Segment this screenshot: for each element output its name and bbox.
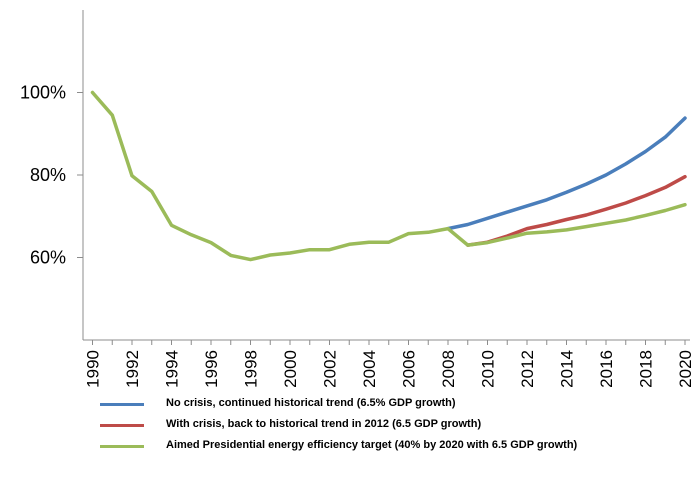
legend-label-no-crisis: No crisis, continued historical trend (6… <box>166 397 456 409</box>
legend-swatch-no-crisis <box>100 403 144 406</box>
x-tick-label: 2014 <box>558 350 577 388</box>
legend-label-presidential-target: Aimed Presidential energy efficiency tar… <box>166 439 578 451</box>
x-tick-label: 2006 <box>400 350 419 388</box>
x-tick-label: 2004 <box>360 350 379 388</box>
x-tick-label: 1996 <box>202 350 221 388</box>
x-tick-label: 2008 <box>439 350 458 388</box>
legend-label-with-crisis: With crisis, back to historical trend in… <box>166 418 482 430</box>
y-axis-ticks: 60% 80% 100% <box>20 83 83 268</box>
chart-series <box>90 90 687 262</box>
legend-swatch-with-crisis <box>100 424 144 427</box>
y-tick-label: 80% <box>30 165 66 185</box>
x-axis-ticks: 1990 1992 1994 1996 1998 2000 2002 2004 2006 2008… <box>84 340 695 388</box>
series-line-presidential-target <box>90 90 687 262</box>
x-tick-label: 1992 <box>123 350 142 388</box>
y-tick-label: 100% <box>20 83 66 103</box>
x-tick-label: 1990 <box>84 350 103 388</box>
x-tick-label: 2010 <box>479 350 498 388</box>
series-line-no-crisis <box>446 116 687 231</box>
x-tick-label: 2000 <box>281 350 300 388</box>
x-tick-label: 2016 <box>597 350 616 388</box>
legend-swatch-presidential-target <box>100 445 144 448</box>
x-tick-label: 2002 <box>321 350 340 388</box>
x-tick-label: 2012 <box>518 350 537 388</box>
y-tick-label: 60% <box>30 248 66 268</box>
x-tick-label: 2020 <box>676 350 695 388</box>
x-tick-label: 1994 <box>163 350 182 388</box>
series-line-with-crisis <box>466 174 687 247</box>
x-tick-label: 2018 <box>637 350 656 388</box>
x-tick-label: 1998 <box>242 350 261 388</box>
chart-axes <box>82 10 690 341</box>
